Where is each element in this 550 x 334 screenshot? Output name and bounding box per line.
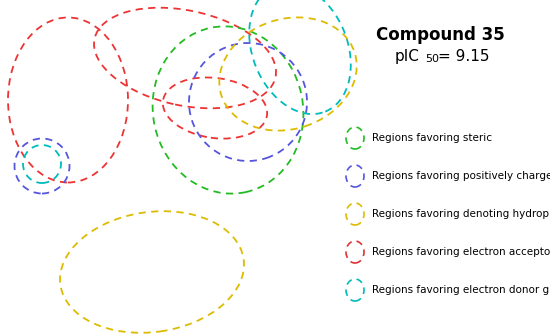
Text: Regions favoring electron donor groups: Regions favoring electron donor groups <box>372 285 550 295</box>
Text: Compound 35: Compound 35 <box>376 26 504 44</box>
Text: = 9.15: = 9.15 <box>438 49 490 64</box>
Text: Regions favoring denoting hydrophobic: Regions favoring denoting hydrophobic <box>372 209 550 219</box>
Text: 50: 50 <box>425 54 439 64</box>
Text: pIC: pIC <box>395 49 420 64</box>
Text: Regions favoring positively charged substituents: Regions favoring positively charged subs… <box>372 171 550 181</box>
Text: Regions favoring steric: Regions favoring steric <box>372 133 492 143</box>
Text: Regions favoring electron acceptor groups: Regions favoring electron acceptor group… <box>372 247 550 257</box>
